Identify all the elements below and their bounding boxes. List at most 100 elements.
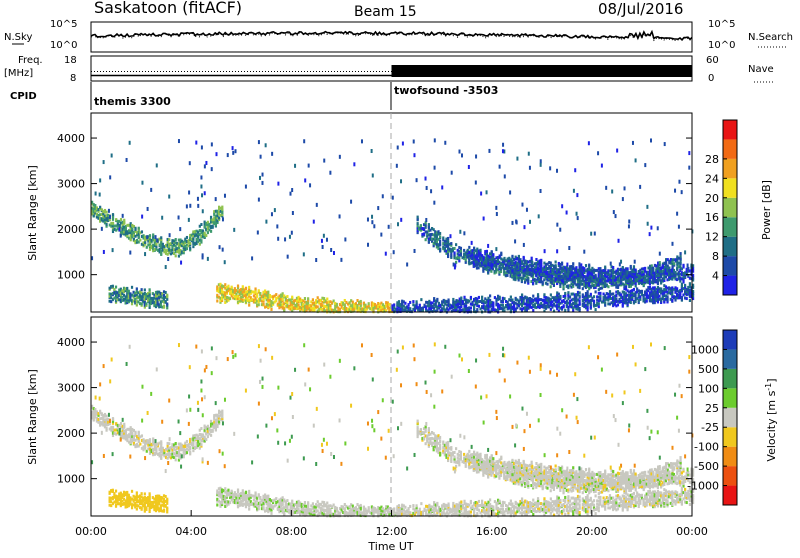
power-cell [323,159,325,163]
velocity-cell [141,492,143,495]
power-cell [398,300,400,303]
power-cell [579,307,581,310]
power-cell [556,223,558,227]
power-cell [682,264,684,267]
power-cell [436,298,438,301]
power-cell [612,266,614,269]
colorbar-swatch [723,276,737,295]
velocity-cell [237,488,239,491]
power-cell [593,300,595,303]
power-cell [523,225,525,229]
velocity-cell [138,439,140,442]
velocity-cell [212,429,214,432]
power-cell [659,261,661,264]
power-cell [563,304,565,307]
power-cell [95,192,97,196]
colorbar-swatch [723,120,737,139]
power-cell [529,220,531,224]
velocity-cell [189,451,191,454]
power-cell [189,161,191,165]
power-cell [449,234,451,238]
power-cell [336,303,338,306]
power-cell [235,149,237,153]
power-cell [509,190,511,194]
power-cell [567,291,569,294]
velocity-cell [136,491,138,494]
power-cell [118,227,120,231]
power-cell [544,249,546,253]
power-cell [657,300,659,303]
power-cell [245,185,247,189]
power-cell [406,262,408,266]
power-cell [597,151,599,155]
velocity-cell [175,458,177,461]
colorbar-tick-label: 4 [712,270,719,283]
power-cell [304,178,306,182]
power-cell [455,261,457,264]
power-cell [463,231,465,235]
velocity-cell [115,490,117,493]
power-cell [181,250,183,254]
power-cell [453,247,455,250]
power-cell [559,295,561,298]
power-cell [681,296,683,299]
velocity-cell [136,508,138,511]
power-cell [400,218,402,222]
power-cell [652,267,654,270]
power-cell [415,300,417,303]
power-cell [400,179,402,183]
power-cell [503,297,505,300]
power-cell [550,293,552,296]
power-cell [615,214,617,218]
power-cell [120,218,122,221]
power-cell [178,139,180,143]
power-cell [417,222,419,225]
noise-right-tick-low: 10^0 [708,40,735,51]
power-cell [463,296,465,299]
velocity-cell [166,507,168,510]
power-cell [156,238,158,242]
freq-nave-traces [91,65,692,77]
velocity-cell [112,489,114,492]
power-cell [515,219,517,223]
power-cell [289,235,291,239]
power-cell [202,209,204,213]
power-cell [580,263,582,266]
velocity-cell [166,498,168,501]
colorbar-swatch [723,217,737,236]
power-cell [550,262,552,266]
power-cell [112,285,114,288]
power-cell [568,246,570,250]
power-cell [666,295,668,298]
power-cell [322,245,324,249]
power-cell [467,256,469,259]
power-cell [129,251,131,255]
power-cell [138,227,140,230]
power-cell [237,284,239,287]
power-cell [676,212,678,216]
power-cell [607,285,609,288]
power-cell [590,293,592,296]
power-cell [141,215,143,219]
power-cell [681,283,683,286]
power-cell [538,214,540,218]
power-cell [540,159,542,163]
power-cell [200,223,202,226]
power-cell [526,208,528,212]
power-cell [105,223,107,226]
velocity-cell [144,445,146,448]
power-cell [186,204,188,208]
power-cell [478,305,480,308]
power-cell [211,167,213,171]
power-cell [382,194,384,198]
power-cell [413,139,415,143]
power-cell [219,245,221,249]
power-cell [678,225,680,229]
power-cell [450,242,452,245]
power-cell [232,146,234,150]
power-cell [630,301,632,304]
power-cell [105,211,107,214]
power-colorbar-label: Power [dB] [760,180,773,240]
power-cell [373,224,375,228]
